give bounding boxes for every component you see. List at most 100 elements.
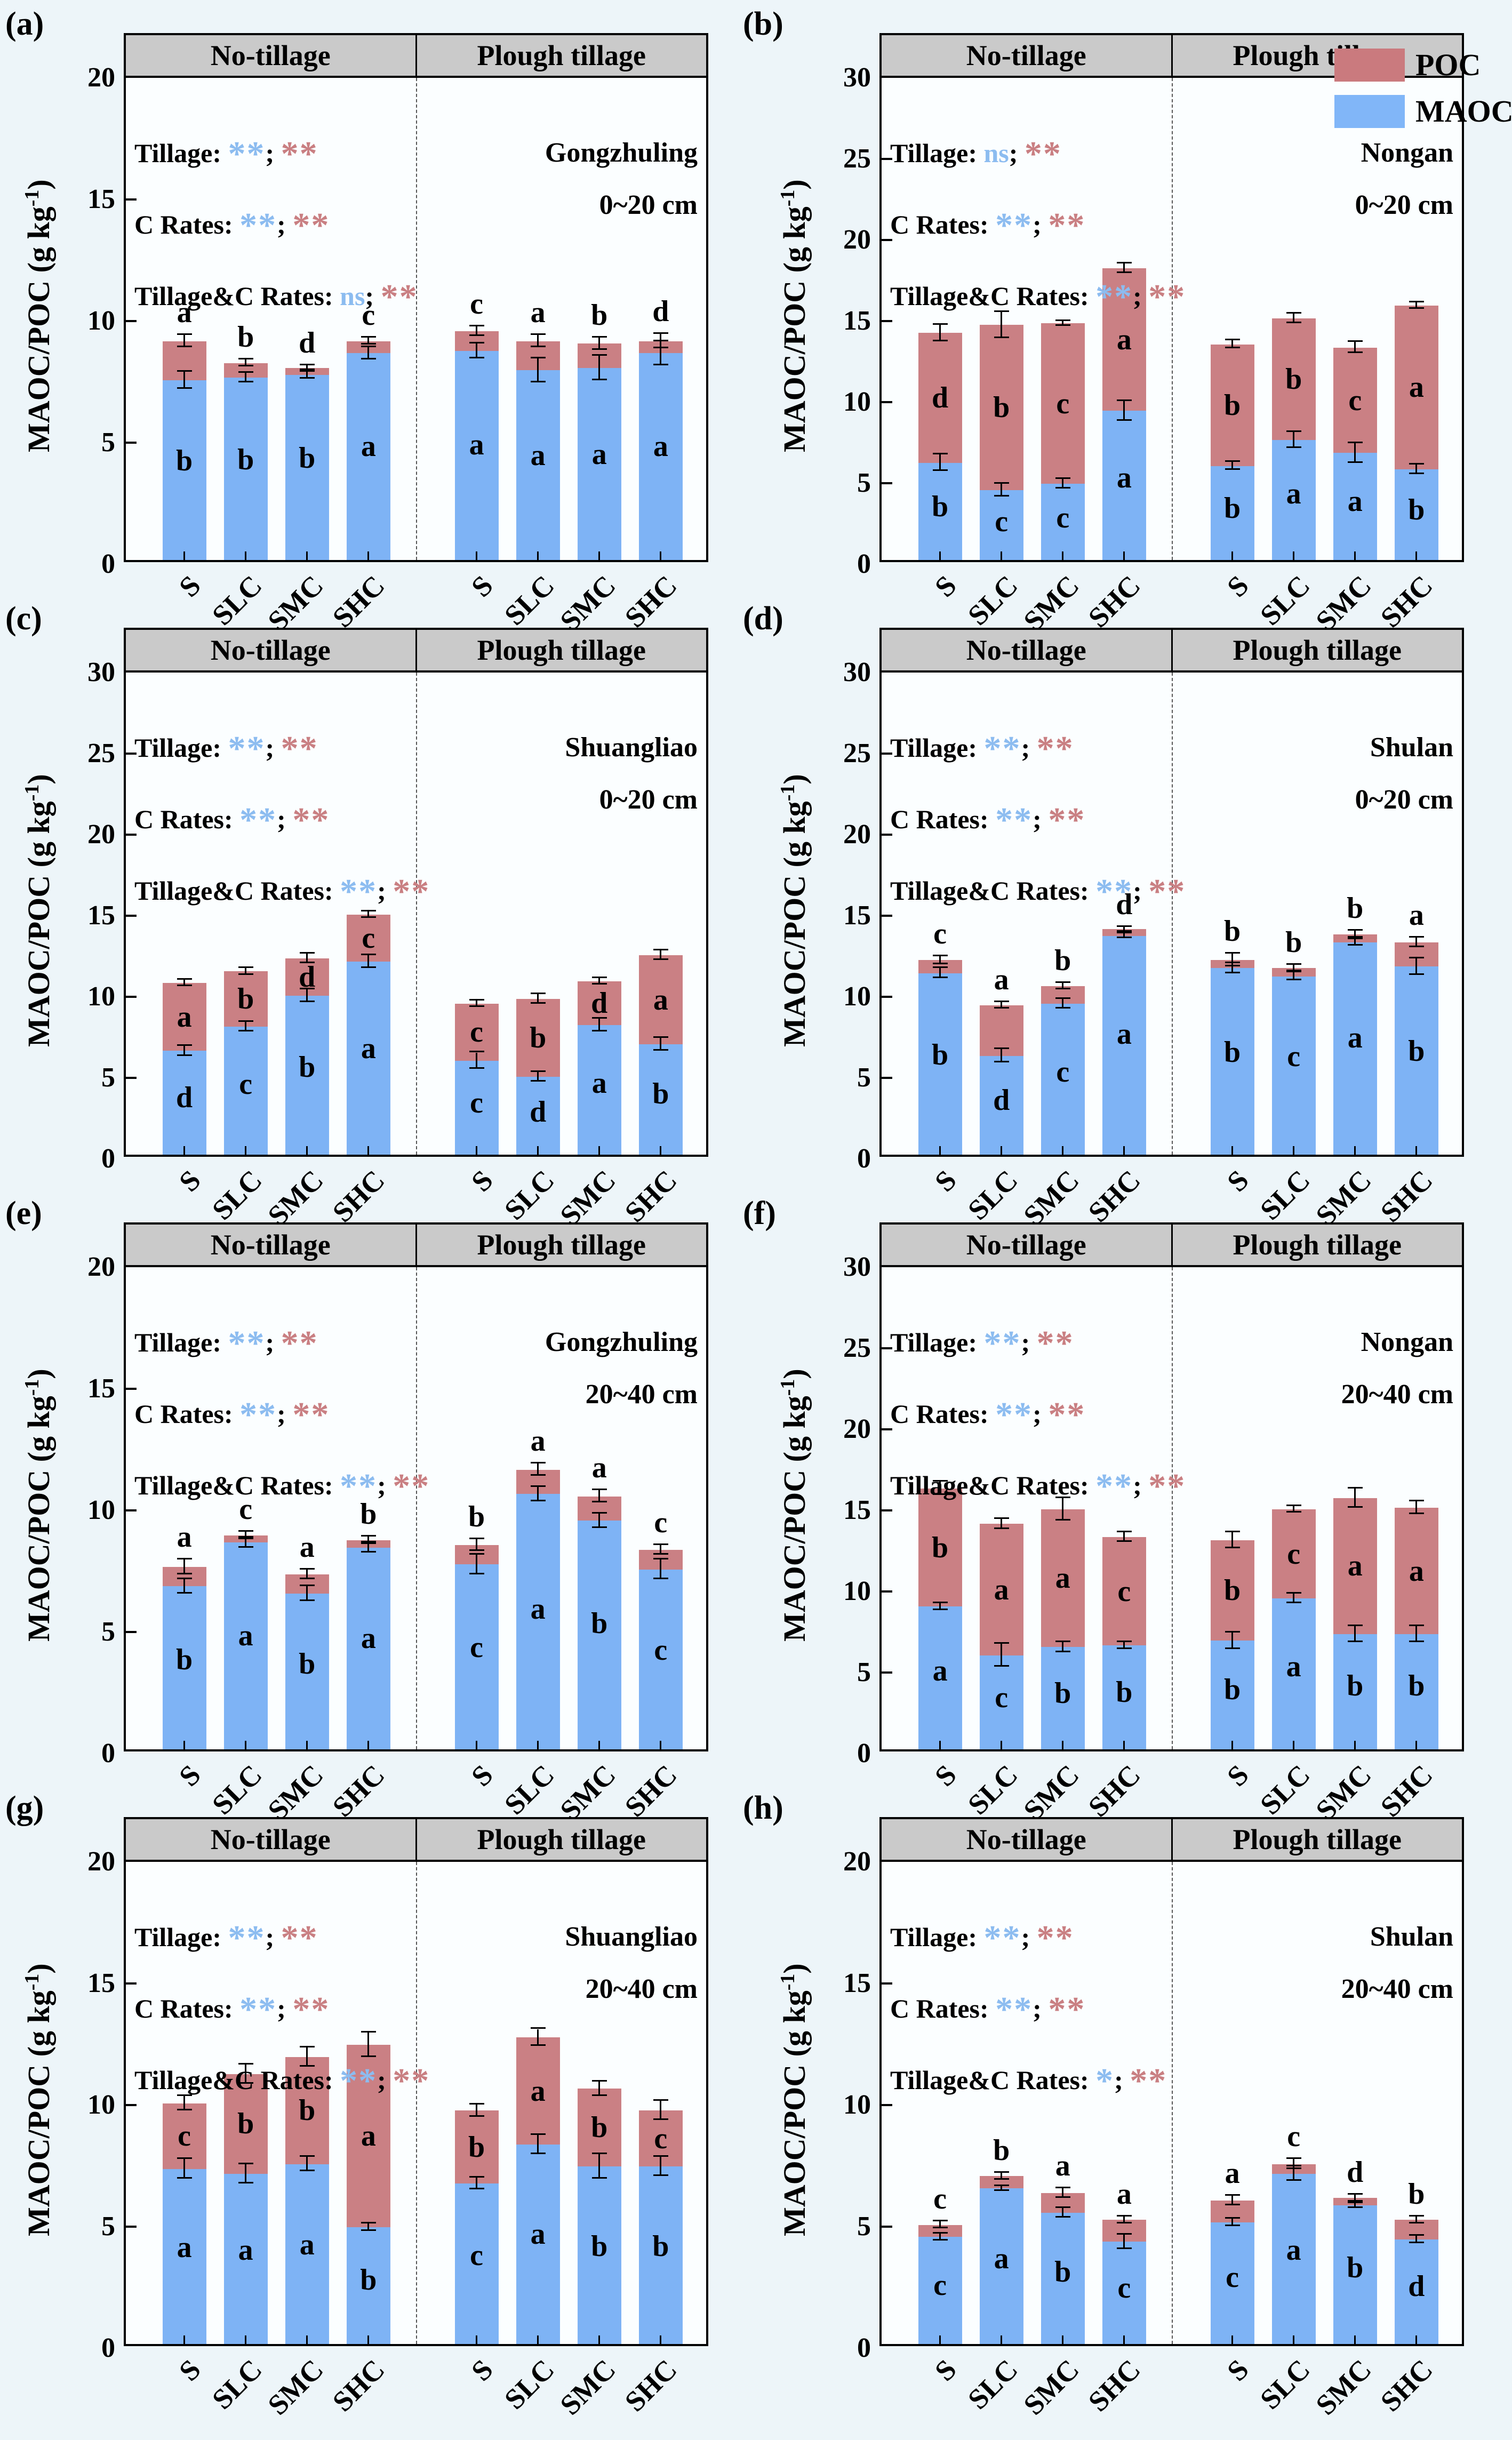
x-tick-mark [1001,2335,1003,2344]
maoc-segment [918,462,962,560]
stat-maoc-significance: * [1095,2061,1115,2100]
total-error-bar [1123,1532,1125,1542]
total-error-bar [1001,1519,1003,1529]
total-error-bar-cap-bottom [238,365,253,367]
x-tick-mark [1415,551,1418,560]
maoc-error-bar-cap-bottom [1286,2179,1301,2181]
total-error-bar-cap-top [530,2027,546,2029]
maoc-error-bar-cap-top [653,339,668,341]
maoc-letter: b [299,1051,316,1084]
maoc-error-bar [306,371,308,379]
poc-letter: a [177,296,192,330]
maoc-letter: b [237,443,254,476]
maoc-letter: a [1286,477,1301,511]
anova-stats-block: Tillage: ns; ** C Rates: **; ** Tillage&C … [890,129,1186,343]
stat-label-c_rates: C Rates: [134,210,233,239]
y-axis-title-text: MAOC/POC (g kg [21,206,57,453]
stat-label-interaction: Tillage&C Rates: [134,1470,333,1500]
total-error-bar-cap-top [591,1489,607,1491]
maoc-error-bar-cap-top [361,1541,376,1543]
y-axis-title: MAOC/POC (g kg-1) [20,1807,57,2392]
maoc-error-bar-cap-bottom [1347,943,1363,946]
maoc-letter: a [299,2228,315,2262]
poc-letter: c [654,1506,668,1539]
y-axis-title-text: MAOC/POC (g kg [21,1990,57,2237]
group-divider-line [416,78,417,560]
stat-poc-significance: ** [281,134,318,173]
poc-letter: d [652,294,669,328]
poc-letter: c [362,922,375,955]
poc-letter: b [468,1500,485,1533]
maoc-error-bar-cap-top [469,342,484,344]
maoc-error-bar-cap-top [299,987,315,989]
y-tick-label: 10 [87,2090,115,2120]
y-axis-title-text: MAOC/POC (g kg [21,1396,57,1642]
maoc-error-bar-cap-bottom [361,2229,376,2231]
anova-stats-block: Tillage: **; ** C Rates: **; ** Tillage&C … [890,1913,1167,2127]
stat-line-tillage: Tillage: **; ** [134,1318,430,1390]
poc-segment [346,341,390,354]
total-error-bar-cap-top [1347,2193,1363,2195]
maoc-error-bar [1001,1049,1003,1062]
tillage-header-band: No-tillage Plough tillage [882,1225,1462,1267]
poc-segment [918,333,962,463]
poc-letter: c [1287,2120,1301,2154]
y-tick-mark [882,320,892,322]
poc-segment [223,971,268,1027]
maoc-segment [454,1564,499,1749]
maoc-error-bar-cap-top [299,370,315,372]
poc-letter: b [530,1021,547,1055]
plot-value-area: 0 5 10 15 20 Tillage: **; ** C Rates: **; ** Ti… [87,1846,706,2421]
y-axis-title-close: ) [777,179,812,190]
total-error-bar [1354,342,1356,354]
maoc-error-bar-cap-bottom [238,381,253,383]
maoc-error-bar-cap-bottom [1409,973,1424,975]
poc-letter: a [1409,371,1424,404]
maoc-error-bar-cap-top [1409,2234,1424,2236]
y-tick-label: 0 [857,549,871,579]
x-tick-mark [1415,1741,1418,1749]
y-axis-title-sup: -1 [20,189,43,207]
x-tick-mark [1293,1741,1295,1749]
stat-label-tillage: Tillage: [890,1922,977,1952]
maoc-error-bar-cap-top [1055,477,1070,479]
x-tick-mark [1354,1146,1356,1155]
maoc-error-bar-cap-top [994,1642,1009,1644]
total-error-bar [1354,2194,1356,2202]
maoc-segment [918,973,962,1155]
y-tick-mark [882,401,892,403]
stat-label-tillage: Tillage: [890,733,977,763]
total-error-bar [1231,1532,1234,1549]
plot-value-area: 0 5 10 15 20 Tillage: **; ** C Rates: **; ** Ti… [87,1252,706,1827]
maoc-segment [577,1025,621,1155]
maoc-error-bar [245,1538,247,1548]
total-error-bar-cap-top [1225,952,1240,954]
site-name: Nongan [1361,1327,1453,1357]
y-tick-mark [882,239,892,241]
maoc-error-bar-cap-bottom [177,1054,192,1056]
stat-separator: ; [1114,2065,1130,2095]
maoc-error-bar-cap-top [932,1602,948,1604]
total-error-bar [1062,321,1064,326]
stat-label-c_rates: C Rates: [134,804,233,834]
x-tick-mark [1001,551,1003,560]
maoc-letter: a [530,2218,546,2251]
maoc-letter: a [994,2242,1009,2275]
maoc-letter: b [299,1647,316,1681]
poc-letter: c [654,2122,668,2155]
total-error-bar-cap-bottom [1286,1511,1301,1513]
poc-letter: b [1408,2177,1425,2211]
poc-letter: b [468,2130,485,2164]
stat-line-interaction: Tillage&C Rates: **; ** [890,272,1186,343]
maoc-error-bar [598,1513,601,1529]
total-error-bar [939,2221,941,2229]
maoc-error-bar-cap-top [591,1017,607,1019]
stat-separator: ; [1021,733,1037,763]
total-error-bar [598,2081,601,2096]
y-tick-label: 20 [87,819,115,850]
group-header-no-tillage: No-tillage [966,634,1086,666]
x-tick-mark [476,551,478,560]
total-error-bar [367,1537,370,1544]
poc-segment [516,999,560,1077]
maoc-error-bar [1001,2186,1003,2191]
